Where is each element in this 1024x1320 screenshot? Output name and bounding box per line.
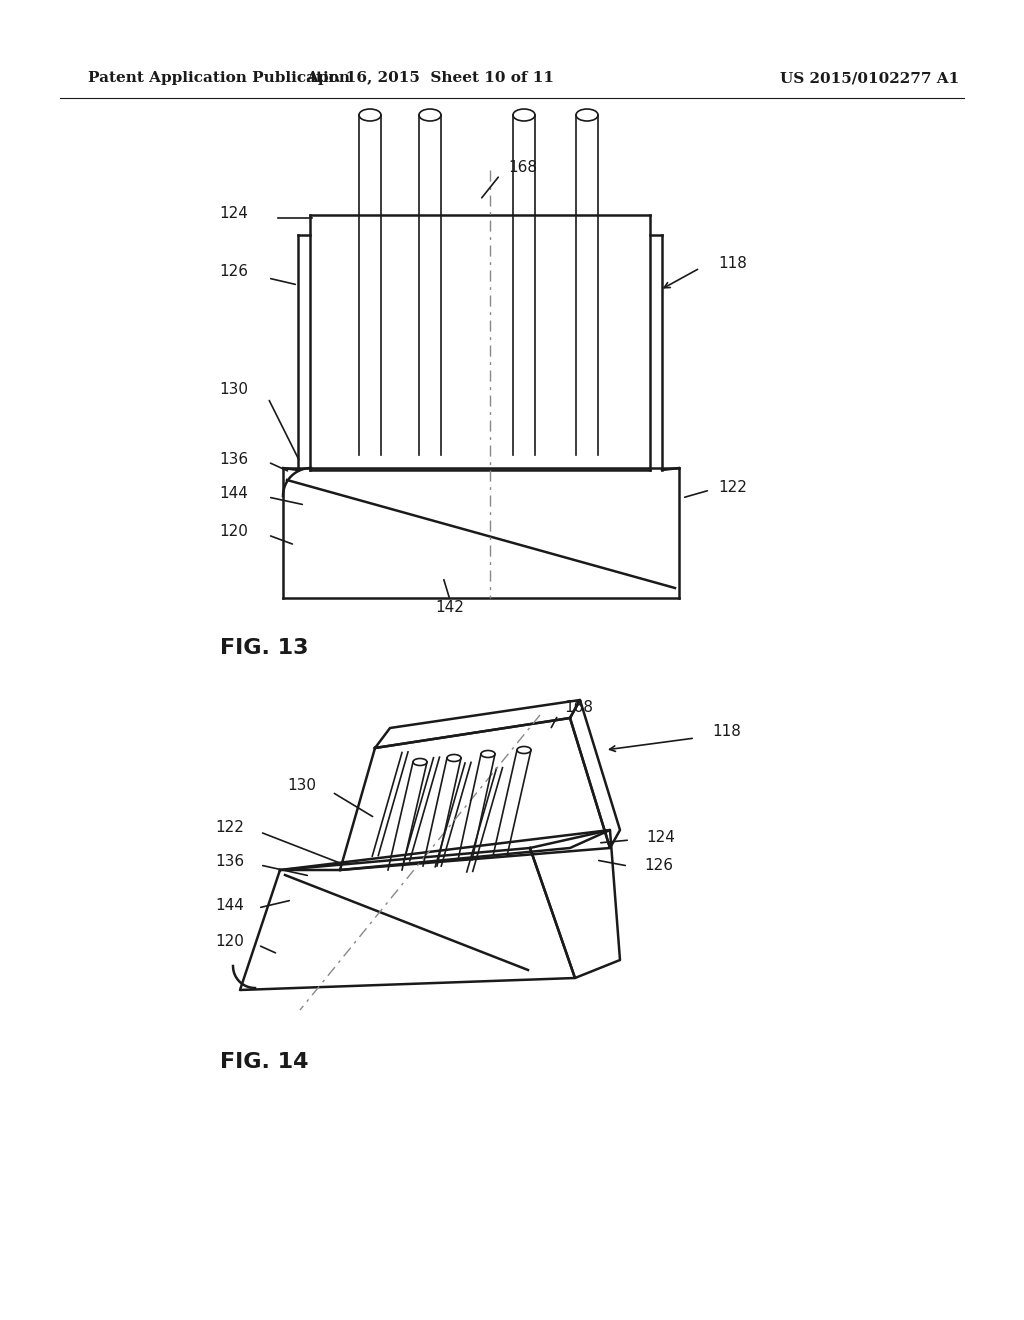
Text: 126: 126 <box>644 858 673 874</box>
Text: FIG. 13: FIG. 13 <box>220 638 308 657</box>
Text: 118: 118 <box>712 725 741 739</box>
Text: 144: 144 <box>215 899 244 913</box>
Text: 122: 122 <box>718 480 746 495</box>
Text: Patent Application Publication: Patent Application Publication <box>88 71 350 84</box>
Text: US 2015/0102277 A1: US 2015/0102277 A1 <box>780 71 959 84</box>
Text: 124: 124 <box>646 830 675 846</box>
Text: FIG. 14: FIG. 14 <box>220 1052 308 1072</box>
Text: 120: 120 <box>215 935 244 949</box>
Text: 136: 136 <box>215 854 244 870</box>
Text: 124: 124 <box>219 206 248 222</box>
Text: 136: 136 <box>219 453 248 467</box>
Text: 168: 168 <box>564 701 593 715</box>
Text: 122: 122 <box>215 821 244 836</box>
Text: 126: 126 <box>219 264 248 280</box>
Text: 118: 118 <box>718 256 746 271</box>
Text: 144: 144 <box>219 487 248 502</box>
Text: 168: 168 <box>508 161 537 176</box>
Text: 120: 120 <box>219 524 248 540</box>
Text: 130: 130 <box>219 383 248 397</box>
Text: Apr. 16, 2015  Sheet 10 of 11: Apr. 16, 2015 Sheet 10 of 11 <box>306 71 554 84</box>
Text: 130: 130 <box>287 779 316 793</box>
Text: 142: 142 <box>435 601 465 615</box>
